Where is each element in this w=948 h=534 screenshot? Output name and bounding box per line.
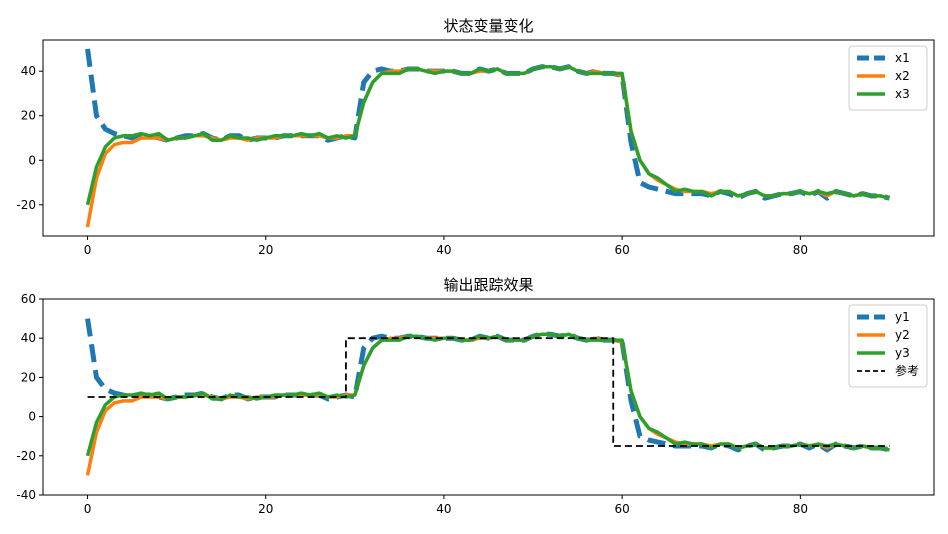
x-tick-label: 40 xyxy=(436,243,451,257)
y-tick-label: 0 xyxy=(28,153,36,167)
axes-frame xyxy=(42,298,935,496)
y-tick-label: -40 xyxy=(16,488,36,502)
legend-label: x1 xyxy=(895,51,910,65)
legend-label: y3 xyxy=(895,346,910,360)
legend-label: x2 xyxy=(895,69,910,83)
y-tick-label: 40 xyxy=(21,64,36,78)
output-tracking-panel: 输出跟踪效果 0 20 40 60 80 -40 -20 0 20 40 60 y1 y2 y3 参考 xyxy=(16,276,935,516)
legend-label: x3 xyxy=(895,87,910,101)
x-tick-label: 80 xyxy=(793,502,808,516)
legend-box xyxy=(848,304,928,388)
legend-label: y2 xyxy=(895,328,910,342)
x-tick-label: 0 xyxy=(84,502,92,516)
x-tick-label: 40 xyxy=(436,502,451,516)
plot-area xyxy=(85,318,890,476)
chart-title: 状态变量变化 xyxy=(443,17,533,35)
x-tick-label: 80 xyxy=(793,243,808,257)
y-tick-label: 60 xyxy=(21,292,36,306)
series-line-x3 xyxy=(85,64,890,206)
plot-area xyxy=(85,48,891,228)
x-tick-label: 60 xyxy=(615,502,630,516)
x-tick-label: 0 xyxy=(84,243,92,257)
series-line-y2 xyxy=(85,332,890,476)
y-tick-label: -20 xyxy=(16,198,36,212)
y-tick-label: 20 xyxy=(21,370,36,384)
x-tick-label: 60 xyxy=(615,243,630,257)
series-line-x2 xyxy=(85,64,890,228)
x-tick-label: 20 xyxy=(258,502,273,516)
y-tick-label: 0 xyxy=(28,410,36,424)
chart-title: 输出跟踪效果 xyxy=(443,276,533,294)
legend: y1 y2 y3 参考 xyxy=(848,304,928,388)
axes-frame xyxy=(42,39,935,237)
series-line-y3 xyxy=(85,332,890,457)
legend-label: y1 xyxy=(895,310,910,324)
series-line-参考 xyxy=(87,337,890,447)
x-tick-label: 20 xyxy=(258,243,273,257)
y-tick-label: 20 xyxy=(21,109,36,123)
y-tick-label: -20 xyxy=(16,449,36,463)
legend-label: 参考 xyxy=(895,363,919,378)
legend: x1 x2 x3 xyxy=(848,45,928,111)
state-variables-panel: 状态变量变化 0 20 40 60 80 -20 0 20 40 x1 x2 x3 xyxy=(16,17,935,257)
y-tick-label: 40 xyxy=(21,331,36,345)
